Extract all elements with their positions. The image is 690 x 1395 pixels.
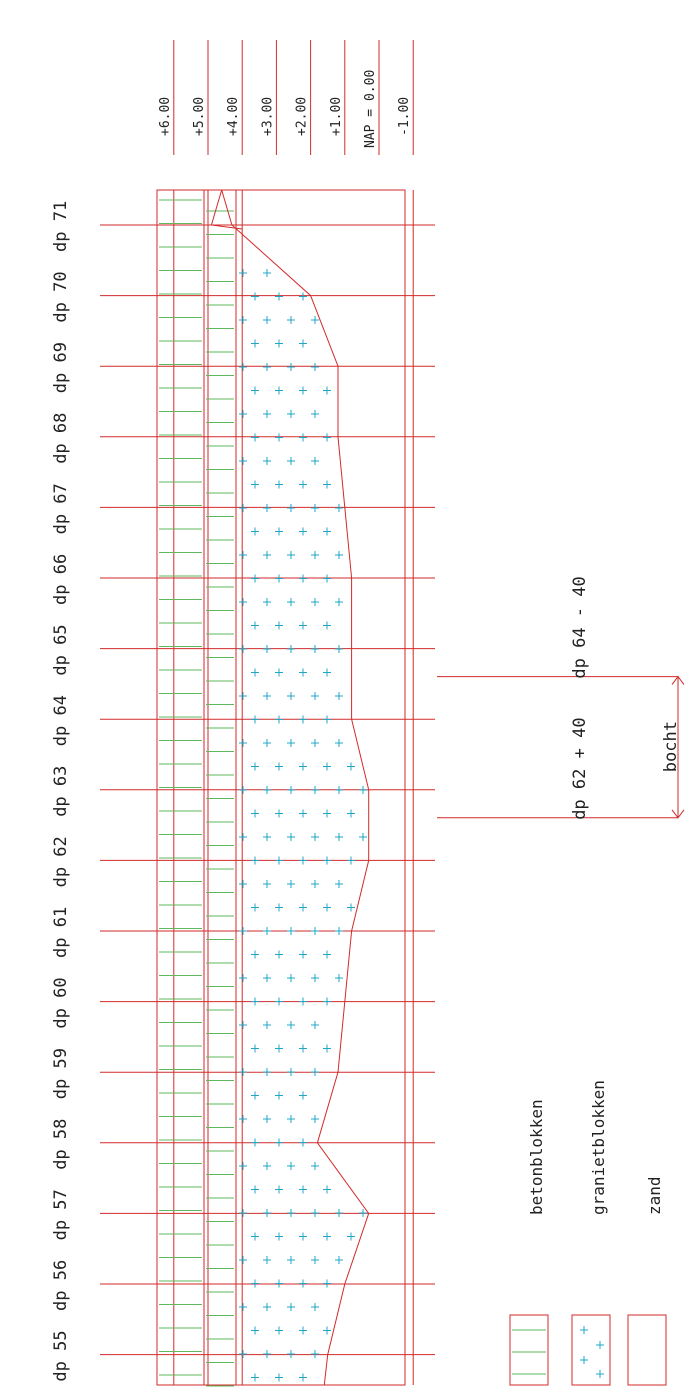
profile-label: dp 66: [51, 554, 71, 605]
section-frame: [156, 189, 406, 1386]
bocht-arrow-bottom: [671, 809, 685, 819]
level-label: +4.00: [226, 97, 241, 136]
legend-label-graniet: granietblokken: [589, 1080, 608, 1215]
level-label: +1.00: [329, 97, 344, 136]
legend-swatch-beton: [509, 1314, 549, 1386]
granietblokken-layer: [239, 269, 367, 1382]
profile-label: dp 60: [51, 977, 71, 1028]
profile-label: dp 63: [51, 766, 71, 817]
top-kink-line: [210, 189, 243, 230]
bocht-start-label: dp 64 - 40: [570, 576, 590, 678]
profile-label: dp 57: [51, 1189, 71, 1240]
profile-label: dp 64: [51, 695, 71, 746]
bocht-label: bocht: [661, 721, 681, 772]
label-layer: +6.00 +5.00 +4.00 +3.00 +2.00 +1.00 NAP = 0.00…: [51, 70, 412, 1382]
profile-label: dp 70: [51, 271, 71, 322]
legend-swatch-zand: [627, 1314, 667, 1386]
level-label: +2.00: [295, 97, 310, 136]
betonblokken-layer: [159, 199, 234, 1387]
profile-label: dp 68: [51, 413, 71, 464]
legend: betonblokken granietblokken zand: [509, 1080, 667, 1386]
level-label: +6.00: [158, 97, 173, 136]
profile-label: dp 58: [51, 1119, 71, 1170]
profile-label: dp 71: [51, 201, 71, 252]
bocht-annotation: dp 64 - 40 dp 62 + 40 bocht: [437, 576, 685, 820]
profile-label: dp 65: [51, 624, 71, 675]
profile-label: dp 55: [51, 1330, 71, 1381]
level-label: -1.00: [397, 97, 412, 136]
legend-label-zand: zand: [645, 1176, 664, 1215]
zand-layer: [210, 189, 370, 1386]
zand-boundary-line: [221, 189, 370, 1386]
level-label: +3.00: [260, 97, 275, 136]
legend-label-beton: betonblokken: [527, 1099, 546, 1215]
legend-swatch-graniet: [571, 1314, 611, 1386]
profile-label: dp 67: [51, 483, 71, 534]
profile-label: dp 62: [51, 836, 71, 887]
profile-label: dp 69: [51, 342, 71, 393]
profile-label: dp 61: [51, 907, 71, 958]
profile-label: dp 56: [51, 1260, 71, 1311]
level-label: +5.00: [192, 97, 207, 136]
bocht-arrow-top: [671, 675, 685, 685]
level-label: NAP = 0.00: [363, 70, 378, 148]
grid-layer: [100, 40, 435, 1386]
profile-label: dp 59: [51, 1048, 71, 1099]
bocht-end-label: dp 62 + 40: [570, 717, 590, 819]
